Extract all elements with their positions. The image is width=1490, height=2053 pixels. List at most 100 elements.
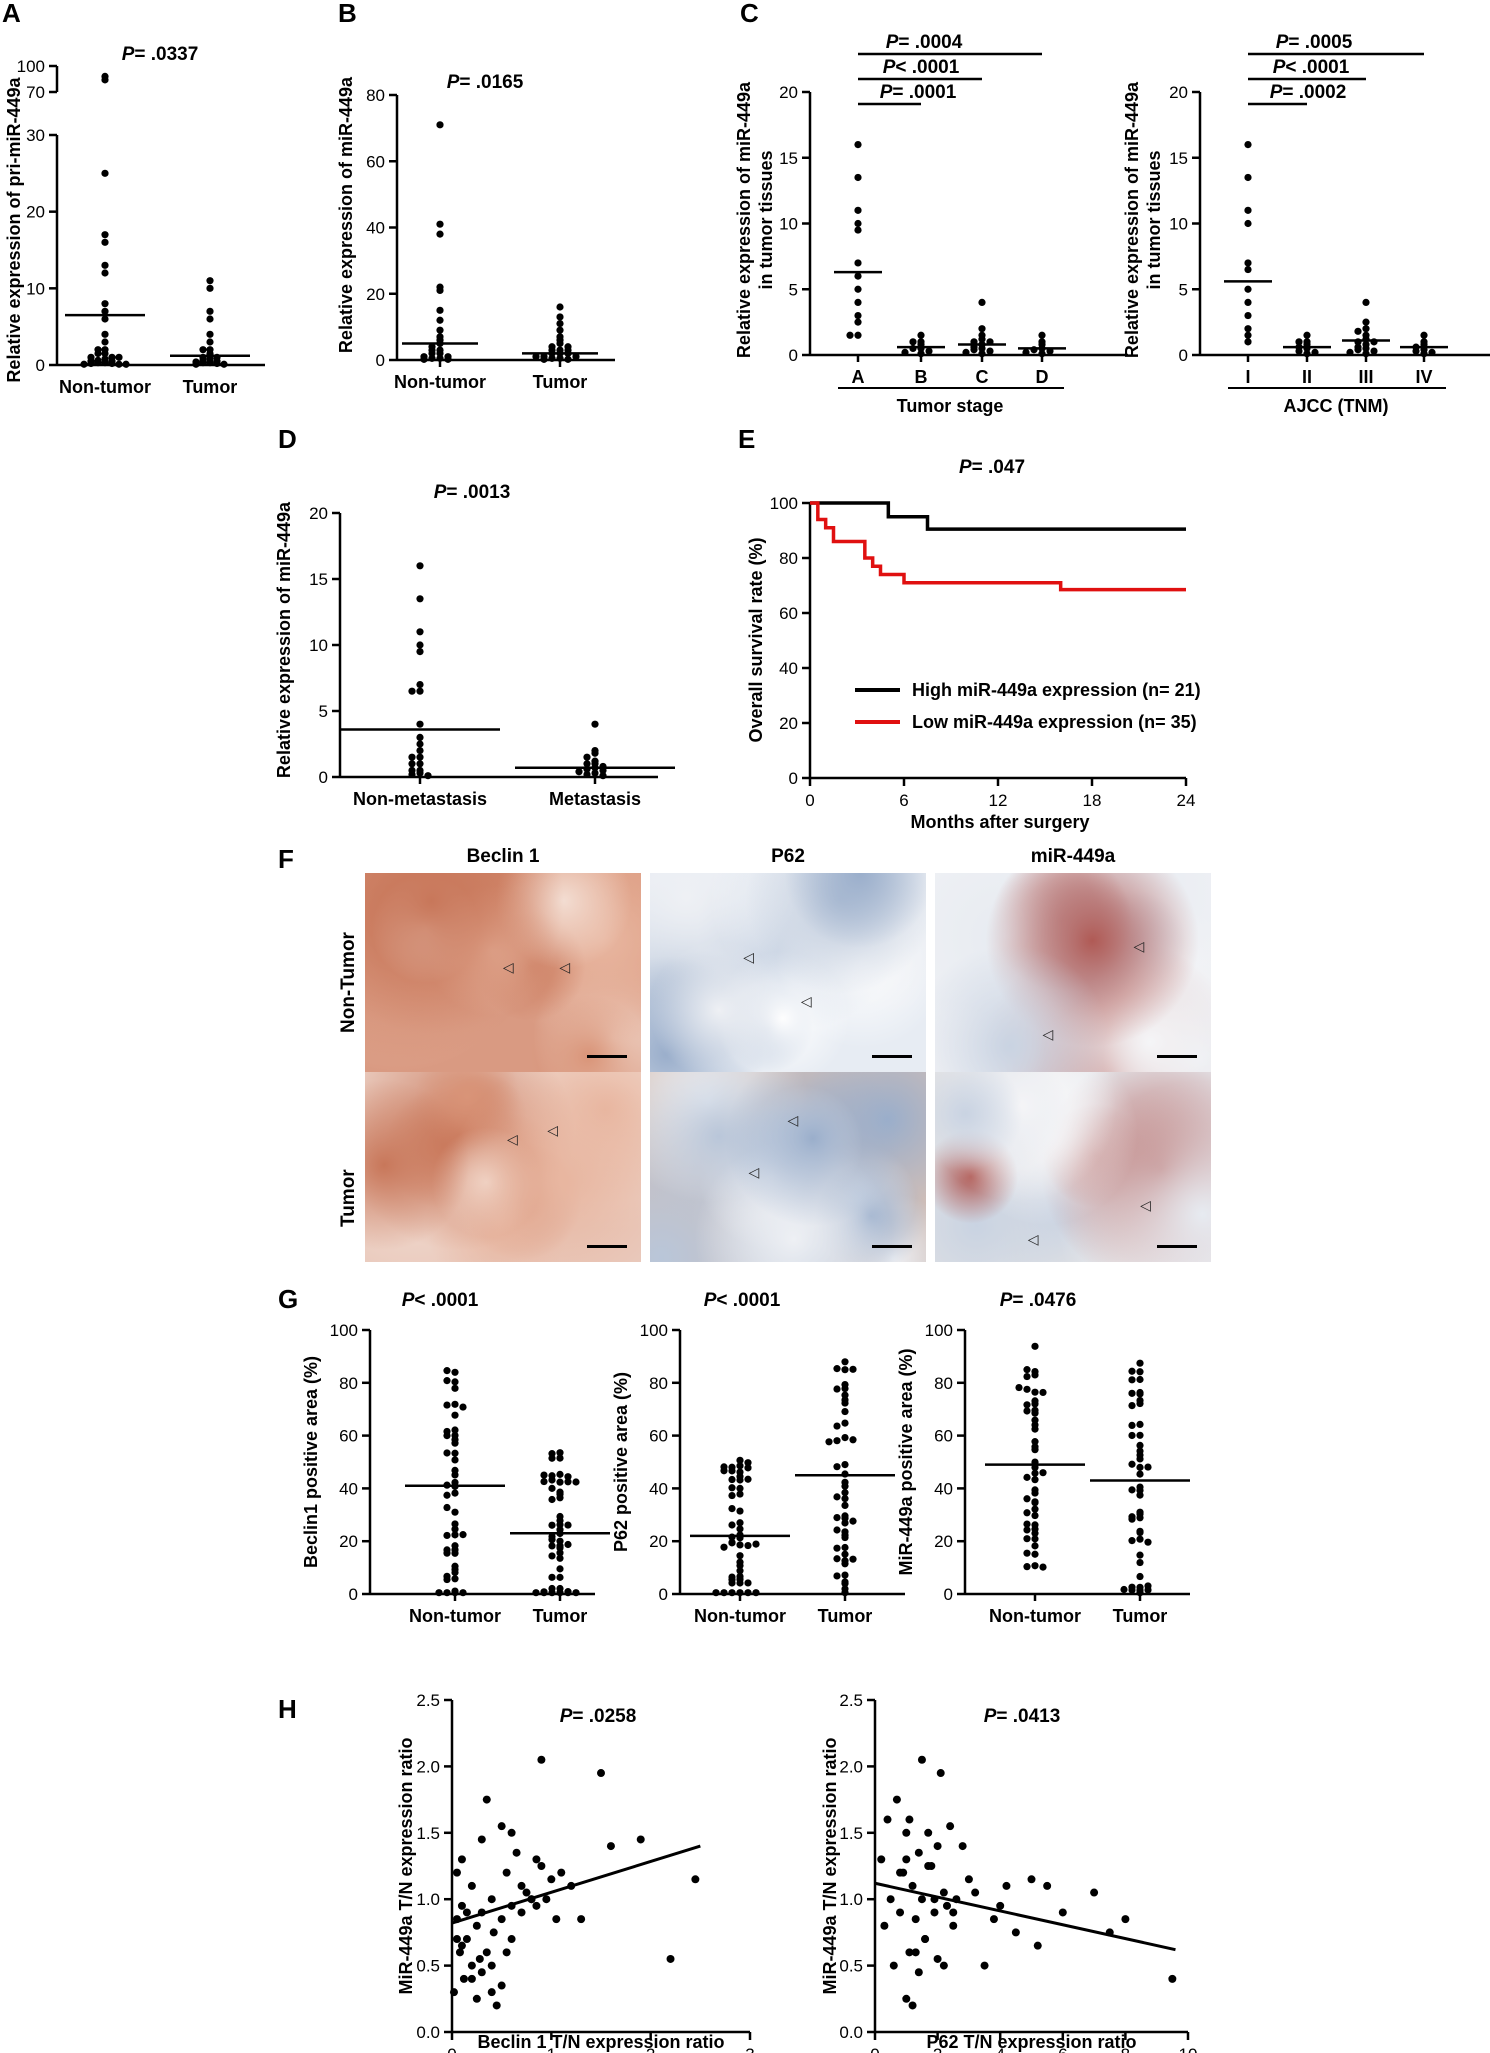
y-tick-label-a: 20 xyxy=(26,203,45,222)
data-point-G1 xyxy=(443,1449,451,1457)
data-point-G3 xyxy=(1136,1535,1144,1543)
legend-label-low: Low miR-449a expression (n= 35) xyxy=(912,712,1197,732)
data-point-G2 xyxy=(833,1513,841,1522)
data-point-G3 xyxy=(1136,1368,1144,1376)
p-value-h1-p: P xyxy=(560,1706,573,1727)
micrograph-p62-tumor: ◁ ◁ xyxy=(650,1072,926,1262)
data-point-G3 xyxy=(1031,1505,1039,1513)
x-tick-label-H1: 1 xyxy=(547,2045,556,2053)
data-point-C2 xyxy=(1362,325,1370,333)
data-point-G3 xyxy=(1136,1508,1144,1516)
data-point-G3 xyxy=(1136,1527,1144,1535)
data-point-B xyxy=(556,339,564,348)
data-point-C2 xyxy=(1362,298,1370,306)
p-value-d: P= .0013 xyxy=(434,482,511,503)
data-point-G2 xyxy=(841,1419,849,1427)
p-value-b: P= .0165 xyxy=(447,72,524,93)
data-point-H1 xyxy=(547,1875,556,1884)
data-point-G2 xyxy=(841,1519,849,1527)
data-point-B xyxy=(436,220,444,228)
data-point-D xyxy=(424,772,432,780)
data-point-G2 xyxy=(849,1517,857,1525)
y-tick-label-C2: 10 xyxy=(1169,215,1188,234)
tissue-texture xyxy=(365,1072,641,1262)
data-point-G3 xyxy=(1136,1551,1144,1559)
p-value-h1: P= .0258 xyxy=(560,1706,637,1727)
panel-letter-b: B xyxy=(338,0,357,28)
data-point-G3 xyxy=(1136,1388,1144,1397)
data-point-G1 xyxy=(556,1554,564,1562)
micrograph-mir449a-nontumor: ◁ ◁ xyxy=(935,873,1211,1072)
data-point-a xyxy=(101,330,109,338)
data-point-C2 xyxy=(1244,141,1252,149)
bracket-p-C1: P= .0004 xyxy=(886,32,963,53)
data-point-G1 xyxy=(556,1478,564,1486)
data-point-G3 xyxy=(1144,1582,1152,1590)
data-point-C1 xyxy=(978,350,986,358)
data-point-D xyxy=(416,760,424,768)
data-point-G2 xyxy=(736,1462,744,1470)
p-value-h2-p: P xyxy=(984,1706,997,1727)
data-point-G1 xyxy=(435,1589,443,1597)
data-point-H1 xyxy=(457,1901,466,1910)
data-point-G2 xyxy=(833,1493,841,1501)
micrograph-row-label: Non-Tumor xyxy=(338,931,359,1033)
data-point-D xyxy=(416,740,424,748)
y-tick-label-G1: 100 xyxy=(330,1321,358,1340)
data-point-D xyxy=(416,595,424,603)
data-point-G3 xyxy=(1144,1463,1152,1471)
data-point-C2 xyxy=(1354,346,1362,354)
data-point-G2 xyxy=(744,1459,752,1467)
data-point-C2 xyxy=(1244,206,1252,214)
data-point-G2 xyxy=(833,1422,841,1430)
data-point-G3 xyxy=(1031,1550,1039,1558)
bracket-p-C2-val: = .0002 xyxy=(1282,82,1346,103)
data-point-H2 xyxy=(911,1948,920,1957)
data-point-G2 xyxy=(833,1526,841,1534)
scale-bar xyxy=(1157,1055,1197,1058)
data-point-B xyxy=(436,230,444,238)
data-point-G2 xyxy=(728,1491,736,1500)
y-tick-label-B: 0 xyxy=(376,351,385,370)
y-tick-label-D: 20 xyxy=(309,504,328,523)
p-value-h2: P= .0413 xyxy=(984,1706,1061,1727)
data-point-H2 xyxy=(1168,1974,1177,1983)
scale-bar xyxy=(587,1245,627,1248)
data-point-D xyxy=(583,760,591,768)
data-point-G2 xyxy=(849,1555,857,1563)
data-point-H1 xyxy=(532,1855,541,1864)
data-point-G3 xyxy=(1136,1483,1144,1491)
data-point-H1 xyxy=(475,1954,484,1963)
data-point-B xyxy=(556,354,564,362)
data-point-H2 xyxy=(936,1769,945,1778)
data-point-G3 xyxy=(1136,1420,1144,1429)
data-point-G1 xyxy=(556,1516,564,1525)
data-point-C1 xyxy=(854,259,862,267)
regression-line-H2 xyxy=(874,1881,1176,1952)
data-point-H1 xyxy=(497,1981,506,1990)
data-point-G3 xyxy=(1120,1585,1128,1594)
p-value-g2-p: P xyxy=(704,1290,717,1311)
data-point-H1 xyxy=(636,1835,645,1844)
data-point-B xyxy=(556,313,564,321)
data-point-a xyxy=(213,359,221,368)
micrograph-mir449a-tumor: ◁ ◁ xyxy=(935,1072,1211,1262)
scale-bar xyxy=(1157,1245,1197,1248)
data-point-C2 xyxy=(1420,331,1428,339)
y-tick-label-e: 80 xyxy=(779,549,798,568)
data-point-C1 xyxy=(1038,350,1046,358)
data-point-G1 xyxy=(556,1573,564,1581)
data-point-G1 xyxy=(564,1540,572,1549)
data-point-a xyxy=(101,261,109,269)
tissue-texture xyxy=(365,873,641,1072)
data-point-H1 xyxy=(507,1828,516,1837)
data-point-G3 xyxy=(1128,1431,1136,1440)
data-point-D xyxy=(408,753,416,761)
p-value-g2: P< .0001 xyxy=(704,1290,781,1311)
data-point-G3 xyxy=(1031,1535,1039,1543)
data-point-H2 xyxy=(905,1815,914,1824)
data-point-a xyxy=(94,359,102,367)
data-point-H2 xyxy=(1002,1881,1011,1890)
data-point-G2 xyxy=(736,1484,744,1492)
data-point-D xyxy=(583,753,591,761)
